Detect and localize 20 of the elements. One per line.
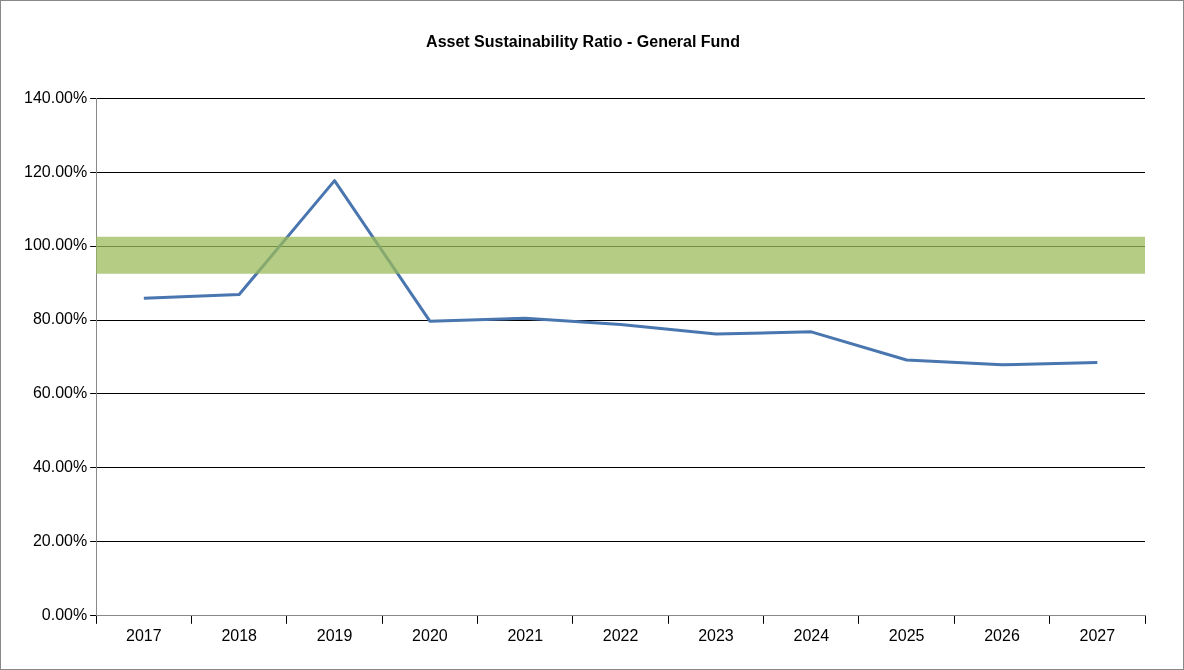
x-tick-label: 2024: [793, 626, 830, 644]
y-tick-label: 20.00%: [32, 532, 88, 550]
x-tick-label: 2017: [126, 626, 162, 644]
y-tick-label: 0.00%: [41, 606, 88, 624]
x-tick-label: 2022: [602, 626, 639, 644]
x-tick-label: 2026: [984, 626, 1020, 644]
x-tick-label: 2023: [698, 626, 734, 644]
x-tick-label: 2019: [316, 626, 353, 644]
y-tick-label: 40.00%: [32, 458, 88, 476]
y-tick-label: 80.00%: [32, 310, 88, 328]
y-tick-label: 120.00%: [23, 162, 88, 180]
y-tick-label: 60.00%: [32, 384, 88, 402]
y-tick-label: 100.00%: [23, 236, 88, 254]
chart-title: Asset Sustainability Ratio - General Fund: [426, 33, 740, 51]
x-tick-label: 2018: [221, 626, 258, 644]
y-tick-label: 140.00%: [23, 88, 88, 106]
x-tick-label: 2027: [1079, 626, 1116, 644]
x-tick-label: 2025: [888, 626, 925, 644]
x-tick-label: 2021: [507, 626, 544, 644]
x-tick-label: 2020: [412, 626, 448, 644]
